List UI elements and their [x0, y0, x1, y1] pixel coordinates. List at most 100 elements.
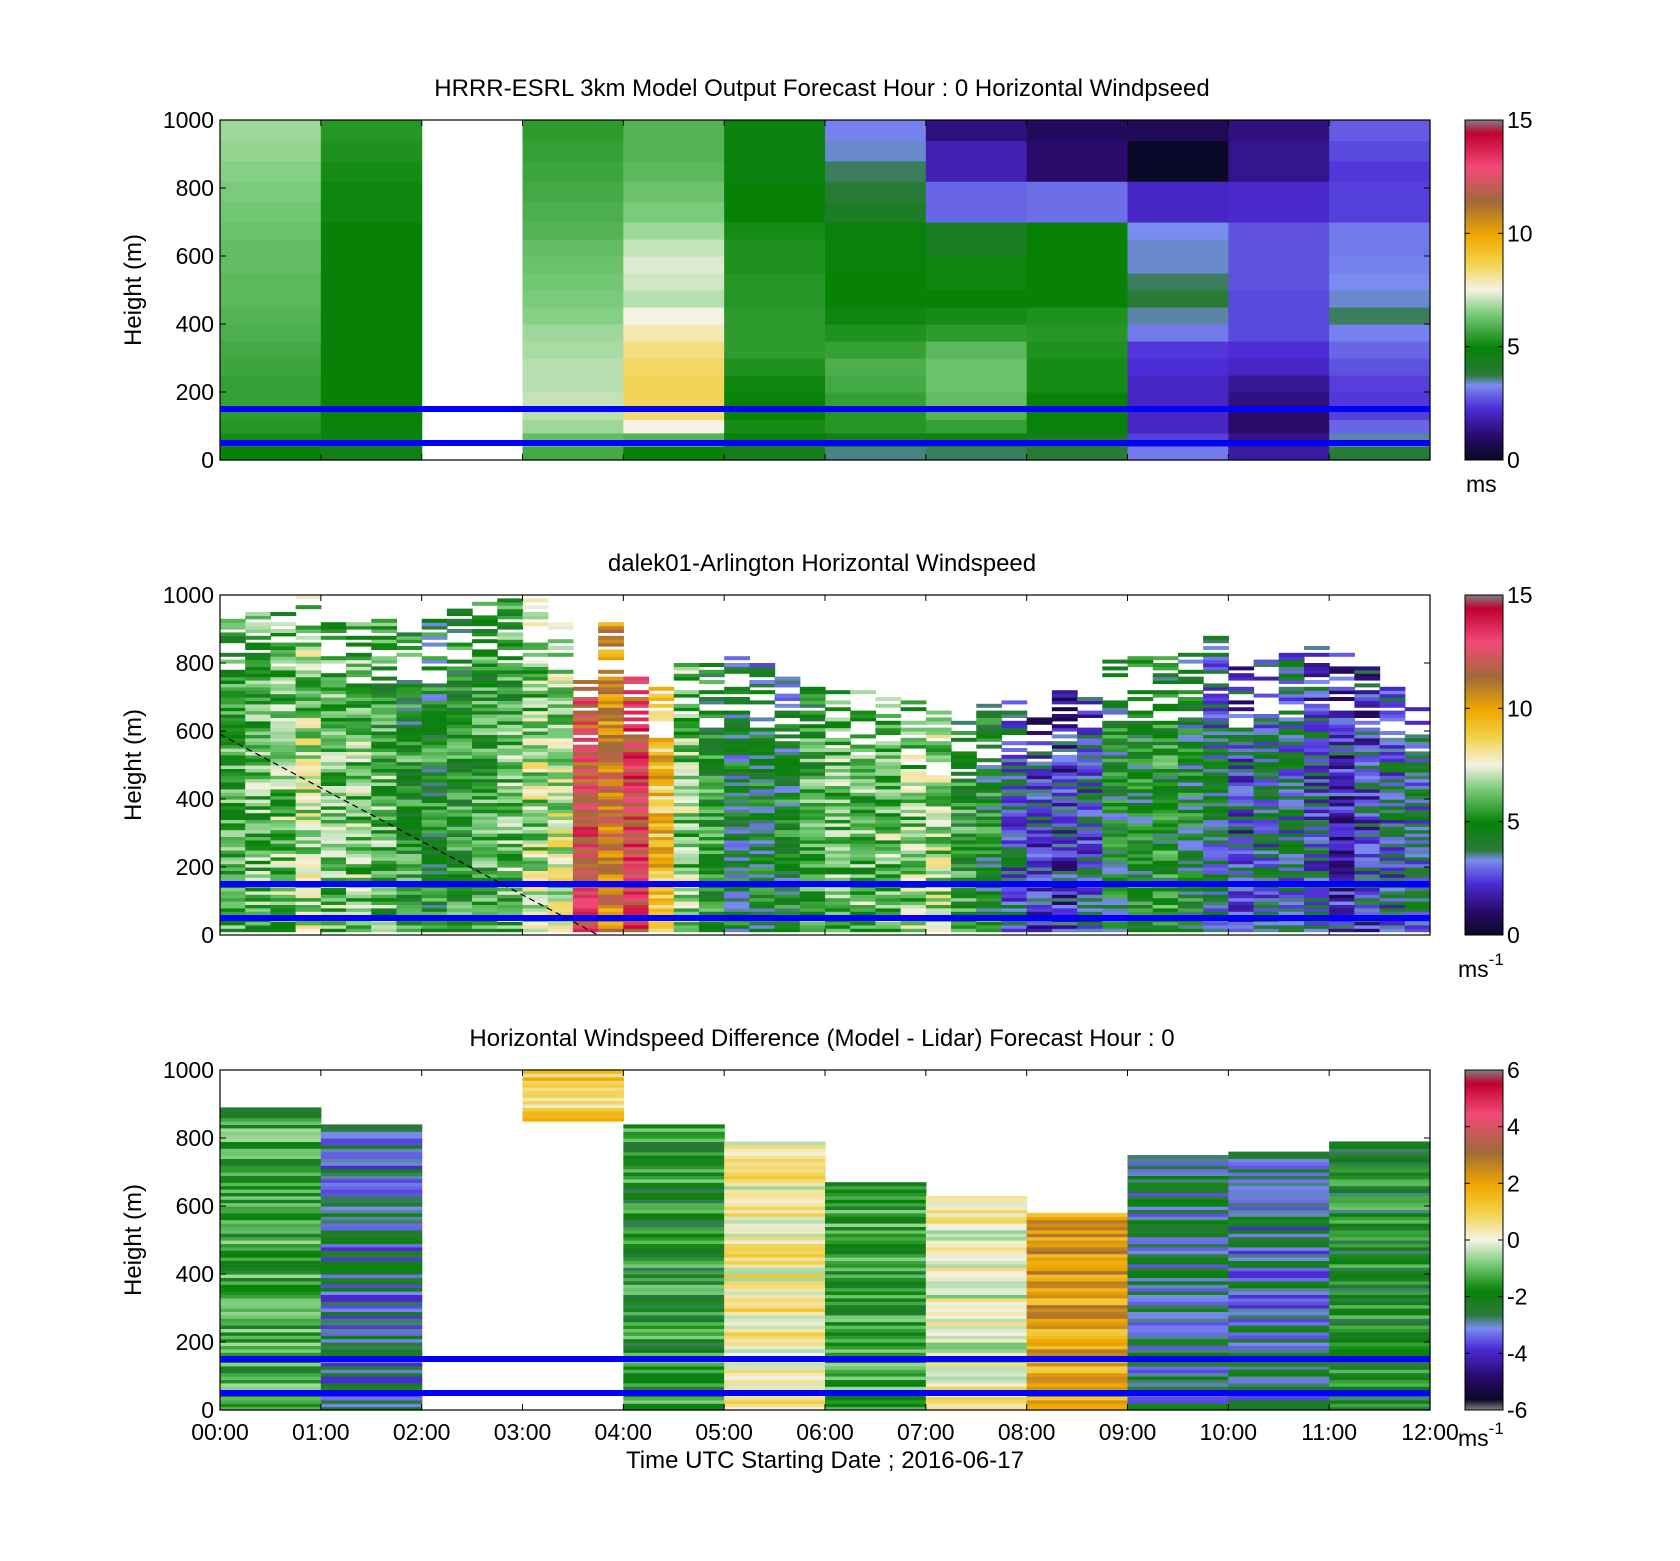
heatmap-cell [497, 792, 524, 797]
heatmap-cell [724, 1263, 826, 1268]
heatmap-cell [1329, 1372, 1431, 1377]
heatmap-cell [1051, 812, 1078, 817]
heatmap-cell [724, 907, 750, 912]
heatmap-cell [724, 887, 750, 892]
heatmap-cell [774, 778, 801, 783]
heatmap-cell [220, 724, 246, 729]
heatmap-cell [698, 839, 725, 844]
heatmap-cell [270, 863, 297, 868]
heatmap-cell [1354, 907, 1381, 912]
heatmap-cell [598, 761, 624, 766]
heatmap-cell [1203, 741, 1229, 746]
heatmap-cell [270, 717, 297, 722]
heatmap-cell [421, 768, 448, 773]
heatmap-cell [598, 754, 624, 759]
heatmap-cell [1404, 771, 1431, 776]
heatmap-cell [1278, 802, 1305, 807]
heatmap-cell [245, 822, 272, 827]
heatmap-cell [1051, 724, 1078, 729]
heatmap-cell [1228, 1284, 1330, 1289]
heatmap-cell [371, 897, 398, 902]
heatmap-cell [1127, 1406, 1229, 1411]
heatmap-cell [1228, 1219, 1330, 1224]
heatmap-cell [320, 1151, 423, 1156]
heatmap-cell [825, 273, 927, 291]
heatmap-cell [875, 724, 902, 729]
heatmap-cell [320, 1175, 423, 1180]
heatmap-cell [245, 894, 272, 899]
heatmap-cell [1329, 1161, 1431, 1166]
heatmap-cell [1001, 907, 1028, 912]
heatmap-cell [220, 1257, 322, 1261]
heatmap-cell [1026, 1280, 1129, 1285]
heatmap-cell [825, 239, 927, 257]
heatmap-cell [1177, 703, 1204, 708]
heatmap-cell [371, 622, 398, 627]
heatmap-cell [1228, 761, 1255, 766]
heatmap-cell [825, 1192, 927, 1197]
heatmap-cell [472, 754, 498, 759]
heatmap-cell [320, 635, 347, 640]
heatmap-cell [749, 928, 776, 933]
heatmap-cell [1329, 1342, 1431, 1346]
heatmap-cell [925, 720, 952, 725]
heatmap-cell [1127, 1280, 1229, 1285]
heatmap-cell [320, 911, 347, 916]
heatmap-cell [421, 850, 448, 854]
heatmap-cell [875, 924, 902, 929]
heatmap-cell [270, 788, 297, 793]
heatmap-cell [1177, 659, 1204, 664]
heatmap-cell [925, 853, 952, 858]
heatmap-cell [1404, 822, 1431, 827]
heatmap-cell [1152, 911, 1179, 916]
heatmap-cell [245, 724, 272, 729]
heatmap-cell [698, 897, 725, 902]
heatmap-cell [295, 765, 322, 769]
heatmap-cell [1253, 911, 1280, 916]
heatmap-cell [220, 805, 246, 810]
heatmap-cell [825, 911, 851, 916]
heatmap-cell [598, 778, 624, 783]
heatmap-cell [320, 1209, 423, 1214]
colorbar-tick-label: 6 [1507, 1057, 1520, 1083]
heatmap-cell [925, 792, 952, 797]
heatmap-cell [1253, 785, 1280, 790]
heatmap-cell [1051, 775, 1078, 780]
heatmap-cell [1203, 846, 1229, 851]
heatmap-cell [850, 788, 877, 793]
heatmap-cell [1379, 805, 1406, 810]
heatmap-cell [1228, 853, 1255, 858]
heatmap-cell [825, 446, 927, 461]
heatmap-cell [547, 652, 574, 657]
heatmap-cell [220, 222, 322, 240]
heatmap-cell [396, 860, 423, 865]
heatmap-cell [1177, 697, 1204, 701]
heatmap-cell [1253, 833, 1280, 837]
heatmap-cell [799, 785, 826, 790]
heatmap-cell [673, 829, 700, 834]
heatmap-cell [724, 860, 750, 865]
heatmap-cell [572, 819, 599, 824]
heatmap-cell [1404, 856, 1431, 861]
heatmap-cell [320, 1148, 423, 1153]
heatmap-cell [825, 1216, 927, 1221]
heatmap-cell [1303, 724, 1330, 729]
heatmap-cell [446, 795, 473, 800]
heatmap-cell [598, 669, 624, 674]
heatmap-cell [1102, 761, 1129, 766]
heatmap-cell [623, 765, 650, 769]
heatmap-cell [925, 748, 952, 752]
heatmap-cell [446, 856, 473, 861]
heatmap-cell [951, 805, 977, 810]
heatmap-cell [774, 809, 801, 814]
heatmap-cell [1127, 911, 1154, 916]
heatmap-cell [774, 850, 801, 854]
heatmap-cell [497, 741, 524, 746]
heatmap-cell [220, 799, 246, 803]
heatmap-cell [1127, 1386, 1229, 1391]
heatmap-cell [547, 710, 574, 715]
heatmap-cell [1026, 1294, 1129, 1299]
heatmap-cell [572, 744, 599, 749]
heatmap-cell [1051, 846, 1078, 851]
